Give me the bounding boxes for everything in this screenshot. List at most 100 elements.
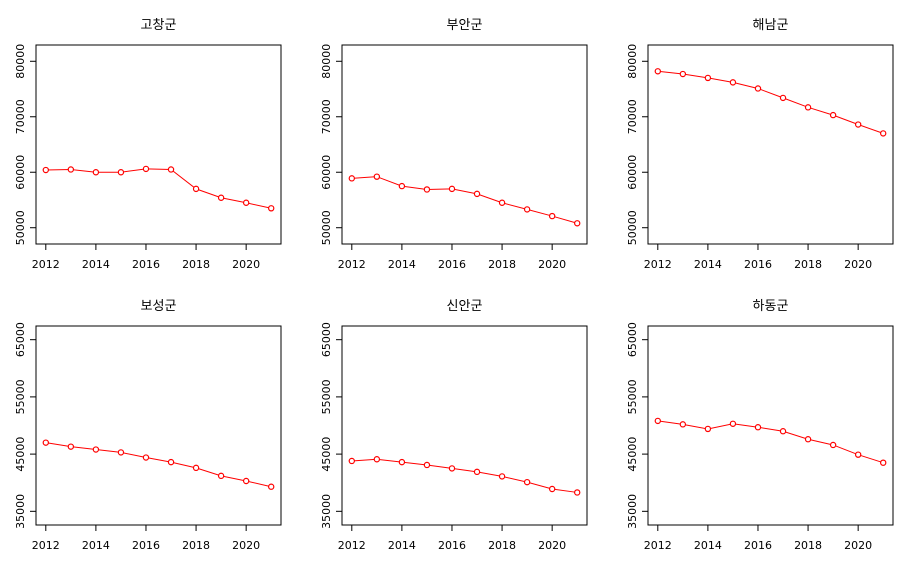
data-point [398, 458, 406, 466]
data-point [754, 424, 762, 431]
data-point [42, 439, 50, 446]
y-tick-label: 50000 [14, 210, 27, 245]
data-point [473, 468, 481, 476]
y-tick-label: 65000 [626, 322, 639, 357]
x-tick-label: 2012 [644, 258, 672, 271]
data-point [804, 436, 812, 443]
y-tick-label: 80000 [320, 44, 333, 79]
data-point [779, 94, 787, 102]
x-tick-label: 2016 [744, 258, 772, 271]
x-tick-label: 2016 [132, 539, 160, 552]
data-point [423, 461, 431, 469]
data-point [67, 166, 75, 173]
y-tick-label: 55000 [320, 379, 333, 414]
panel-3: 해남군 2012 2014 2016 2018 2020 50000 60000 70000 80… [626, 18, 894, 271]
data-point [42, 166, 50, 174]
x-tick-label: 2018 [794, 258, 822, 271]
x-tick-label: 2012 [32, 539, 60, 552]
y-tick-label: 55000 [626, 379, 639, 414]
data-point [348, 457, 355, 465]
x-tick-label: 2020 [232, 258, 260, 271]
panel-title: 신안군 [447, 299, 483, 314]
panel-title: 해남군 [753, 18, 789, 33]
x-tick-label: 2018 [794, 539, 822, 552]
x-tick-label: 2016 [438, 258, 466, 271]
data-point [523, 206, 531, 213]
data-point [498, 473, 506, 480]
data-point [398, 182, 406, 190]
x-tick-label: 2012 [644, 539, 672, 552]
data-point [217, 472, 225, 480]
y-tick-label: 50000 [626, 210, 639, 245]
y-tick-label: 35000 [626, 494, 639, 529]
data-point [373, 456, 381, 463]
x-tick-label: 2014 [82, 539, 110, 552]
y-tick-label: 60000 [320, 155, 333, 190]
panel-4: 보성군 2012 2014 2016 2018 2020 35000 45000 55000 65… [14, 299, 282, 552]
plot-frame [341, 325, 588, 526]
plot-frame [647, 325, 894, 526]
y-tick-label: 55000 [14, 379, 27, 414]
y-tick-label: 65000 [14, 322, 27, 357]
x-tick-label: 2014 [694, 258, 722, 271]
y-tick-label: 60000 [626, 155, 639, 190]
panel-title: 고창군 [141, 18, 177, 33]
data-point [574, 489, 581, 496]
plot-frame [647, 44, 894, 245]
x-tick-label: 2020 [538, 258, 566, 271]
series-line [657, 70, 884, 134]
data-point [242, 477, 250, 485]
y-tick-label: 80000 [626, 44, 639, 79]
x-tick-label: 2014 [82, 258, 110, 271]
data-point [192, 464, 200, 472]
data-point [448, 185, 456, 193]
x-tick-label: 2014 [388, 539, 416, 552]
data-point [729, 79, 737, 86]
x-tick-label: 2020 [232, 539, 260, 552]
data-point [92, 169, 100, 176]
x-tick-label: 2016 [132, 258, 160, 271]
data-point [804, 104, 812, 111]
x-tick-label: 2018 [182, 258, 210, 271]
x-tick-label: 2018 [488, 258, 516, 271]
x-tick-label: 2020 [538, 539, 566, 552]
x-tick-label: 2018 [488, 539, 516, 552]
data-point [423, 186, 431, 193]
data-point [679, 70, 687, 78]
data-point [880, 130, 887, 137]
panel-title: 보성군 [141, 299, 177, 314]
data-point [67, 443, 75, 450]
y-tick-label: 70000 [320, 99, 333, 134]
data-point [373, 173, 381, 180]
panel-title: 부안군 [447, 18, 483, 33]
series-line [45, 442, 272, 488]
x-tick-label: 2012 [32, 258, 60, 271]
data-point [548, 485, 556, 493]
data-point [117, 449, 125, 456]
data-point [92, 446, 100, 453]
series-line [351, 176, 578, 224]
data-point [268, 205, 275, 212]
panel-6: 하동군 2012 2014 2016 2018 2020 35000 45000 55000 65… [626, 299, 894, 552]
panel-1: 고창군 2012 2014 2016 2018 2020 50000 60000 70000 80… [14, 18, 282, 271]
series-line [351, 458, 578, 493]
data-point [348, 175, 355, 182]
data-point [142, 165, 150, 173]
data-point [704, 74, 712, 82]
data-point [854, 451, 862, 458]
y-tick-label: 65000 [320, 322, 333, 357]
data-point [117, 169, 125, 176]
y-tick-label: 50000 [320, 210, 333, 245]
y-tick-label: 35000 [320, 494, 333, 529]
data-point [167, 166, 175, 173]
data-point [854, 121, 862, 128]
data-point [729, 420, 737, 427]
data-point [880, 459, 887, 466]
data-point [142, 454, 150, 461]
data-point [192, 185, 200, 193]
plot-frame [35, 44, 282, 245]
data-point [242, 199, 250, 206]
panel-2: 부안군 2012 2014 2016 2018 2020 50000 60000 70000 80… [320, 18, 588, 271]
x-tick-label: 2016 [438, 539, 466, 552]
y-tick-label: 45000 [626, 437, 639, 472]
